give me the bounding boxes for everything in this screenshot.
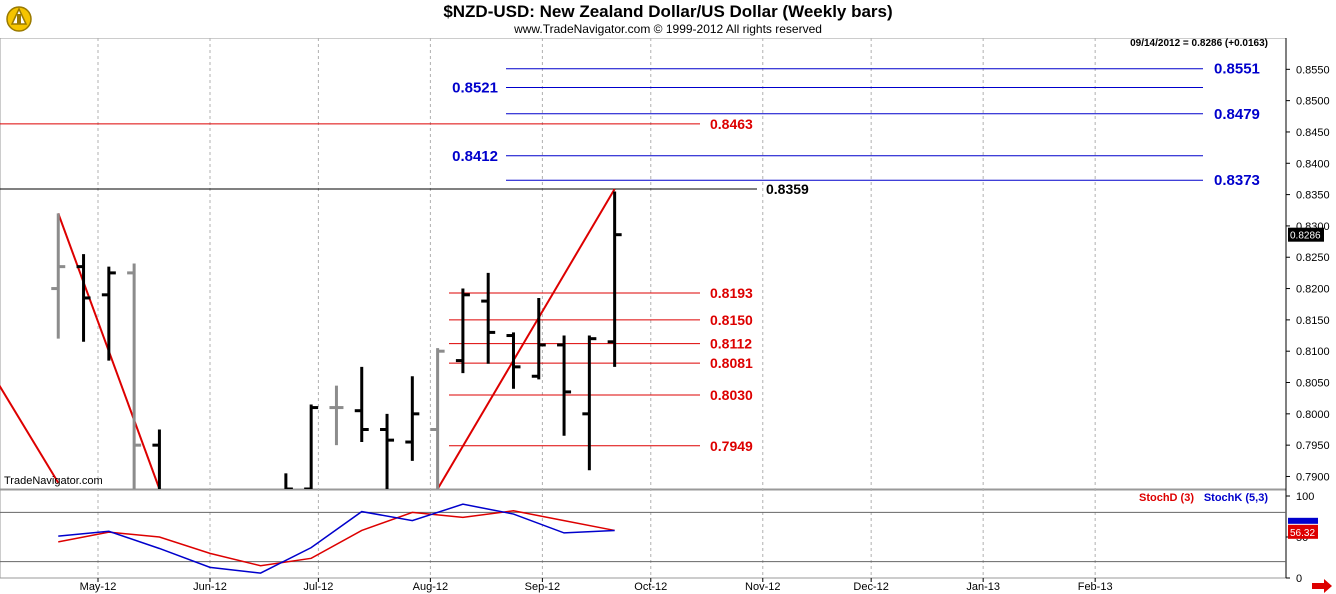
y-tick-label: 0.8500 <box>1296 96 1330 108</box>
ohlc-bar <box>481 272 496 364</box>
level-label: 0.8359 <box>766 181 809 197</box>
ohlc-bar <box>51 213 66 339</box>
ohlc-bar <box>455 288 470 374</box>
ohlc-bar <box>76 254 91 342</box>
y-tick-label: 0.8100 <box>1296 346 1330 358</box>
trade-navigator-logo-icon <box>6 6 32 32</box>
copyright-text: www.TradeNavigator.com © 1999-2012 All r… <box>514 22 822 36</box>
oscillator-panel <box>0 489 1287 579</box>
level-label: 0.8081 <box>710 355 753 371</box>
osc-series-line <box>58 510 615 567</box>
ohlc-bar <box>101 266 116 361</box>
y-axis-area <box>1286 38 1336 578</box>
level-label: 0.8412 <box>452 148 498 165</box>
watermark-text: TradeNavigator.com <box>4 475 103 487</box>
ohlc-bar <box>405 376 420 461</box>
scroll-right-arrow-icon[interactable] <box>1312 579 1332 593</box>
chart-header: $NZD-USD: New Zealand Dollar/US Dollar (… <box>0 0 1336 38</box>
y-tick-label: 0.8200 <box>1296 284 1330 296</box>
ohlc-bar <box>329 385 344 446</box>
x-tick-label: Dec-12 <box>853 581 888 593</box>
level-label: 0.8373 <box>1214 172 1260 189</box>
osc-last-tag-k <box>1288 517 1318 524</box>
x-tick-label: Feb-13 <box>1078 581 1113 593</box>
y-tick-label: 0.8150 <box>1296 315 1330 327</box>
level-label: 0.8463 <box>710 116 753 132</box>
y-tick-label: 0.7950 <box>1296 440 1330 452</box>
x-tick-label: Nov-12 <box>745 581 780 593</box>
legend-stochk: StochK (5,3) <box>1204 492 1269 504</box>
osc-series-line <box>58 503 615 574</box>
trendline <box>0 384 60 484</box>
ohlc-bar <box>152 429 161 489</box>
x-tick-label: May-12 <box>80 581 117 593</box>
level-label: 0.8551 <box>1214 61 1260 78</box>
ohlc-bar <box>304 404 319 489</box>
x-tick-label: Jul-12 <box>303 581 333 593</box>
price-panel <box>0 37 1287 490</box>
osc-tick-label: 0 <box>1296 573 1302 585</box>
level-label: 0.8479 <box>1214 106 1260 123</box>
last-price-label: 0.8286 <box>1290 231 1321 242</box>
ohlc-bar <box>506 332 521 389</box>
level-label: 0.7949 <box>710 438 753 454</box>
ohlc-bar <box>354 366 369 443</box>
ohlc-bar <box>557 335 572 436</box>
level-label: 0.8112 <box>710 336 752 352</box>
ohlc-bar <box>380 413 395 489</box>
legend-stochd: StochD (3) <box>1139 492 1194 504</box>
ohlc-bar <box>430 348 445 489</box>
y-tick-label: 0.8450 <box>1296 127 1330 139</box>
y-tick-label: 0.7900 <box>1296 471 1330 483</box>
level-label: 0.8193 <box>710 285 753 301</box>
x-tick-label: Oct-12 <box>634 581 667 593</box>
ohlc-bar <box>582 335 597 471</box>
ohlc-bar <box>284 473 293 489</box>
osc-last-label: 56.32 <box>1290 528 1315 539</box>
trendline <box>436 188 616 489</box>
y-tick-label: 0.8400 <box>1296 158 1330 170</box>
ohlc-bar <box>127 263 142 489</box>
osc-tick-label: 100 <box>1296 491 1314 503</box>
quote-readout: 09/14/2012 = 0.8286 (+0.0163) <box>1130 38 1268 49</box>
y-tick-label: 0.8250 <box>1296 252 1330 264</box>
chart-title: $NZD-USD: New Zealand Dollar/US Dollar (… <box>443 2 893 21</box>
y-tick-label: 0.8350 <box>1296 190 1330 202</box>
y-tick-label: 0.8550 <box>1296 64 1330 76</box>
x-tick-label: Jan-13 <box>966 581 1000 593</box>
ohlc-bar <box>607 191 622 367</box>
last-price-tag <box>1288 227 1324 242</box>
y-tick-label: 0.8050 <box>1296 378 1330 390</box>
ohlc-group <box>51 191 622 489</box>
ohlc-bar <box>531 297 546 380</box>
level-label: 0.8030 <box>710 387 753 403</box>
x-tick-label: Jun-12 <box>193 581 227 593</box>
level-label: 0.8521 <box>452 79 498 96</box>
x-tick-label: Aug-12 <box>413 581 448 593</box>
osc-last-tag <box>1288 524 1318 539</box>
x-tick-label: Sep-12 <box>525 581 560 593</box>
y-tick-label: 0.8000 <box>1296 409 1330 421</box>
level-label: 0.8150 <box>710 312 753 328</box>
